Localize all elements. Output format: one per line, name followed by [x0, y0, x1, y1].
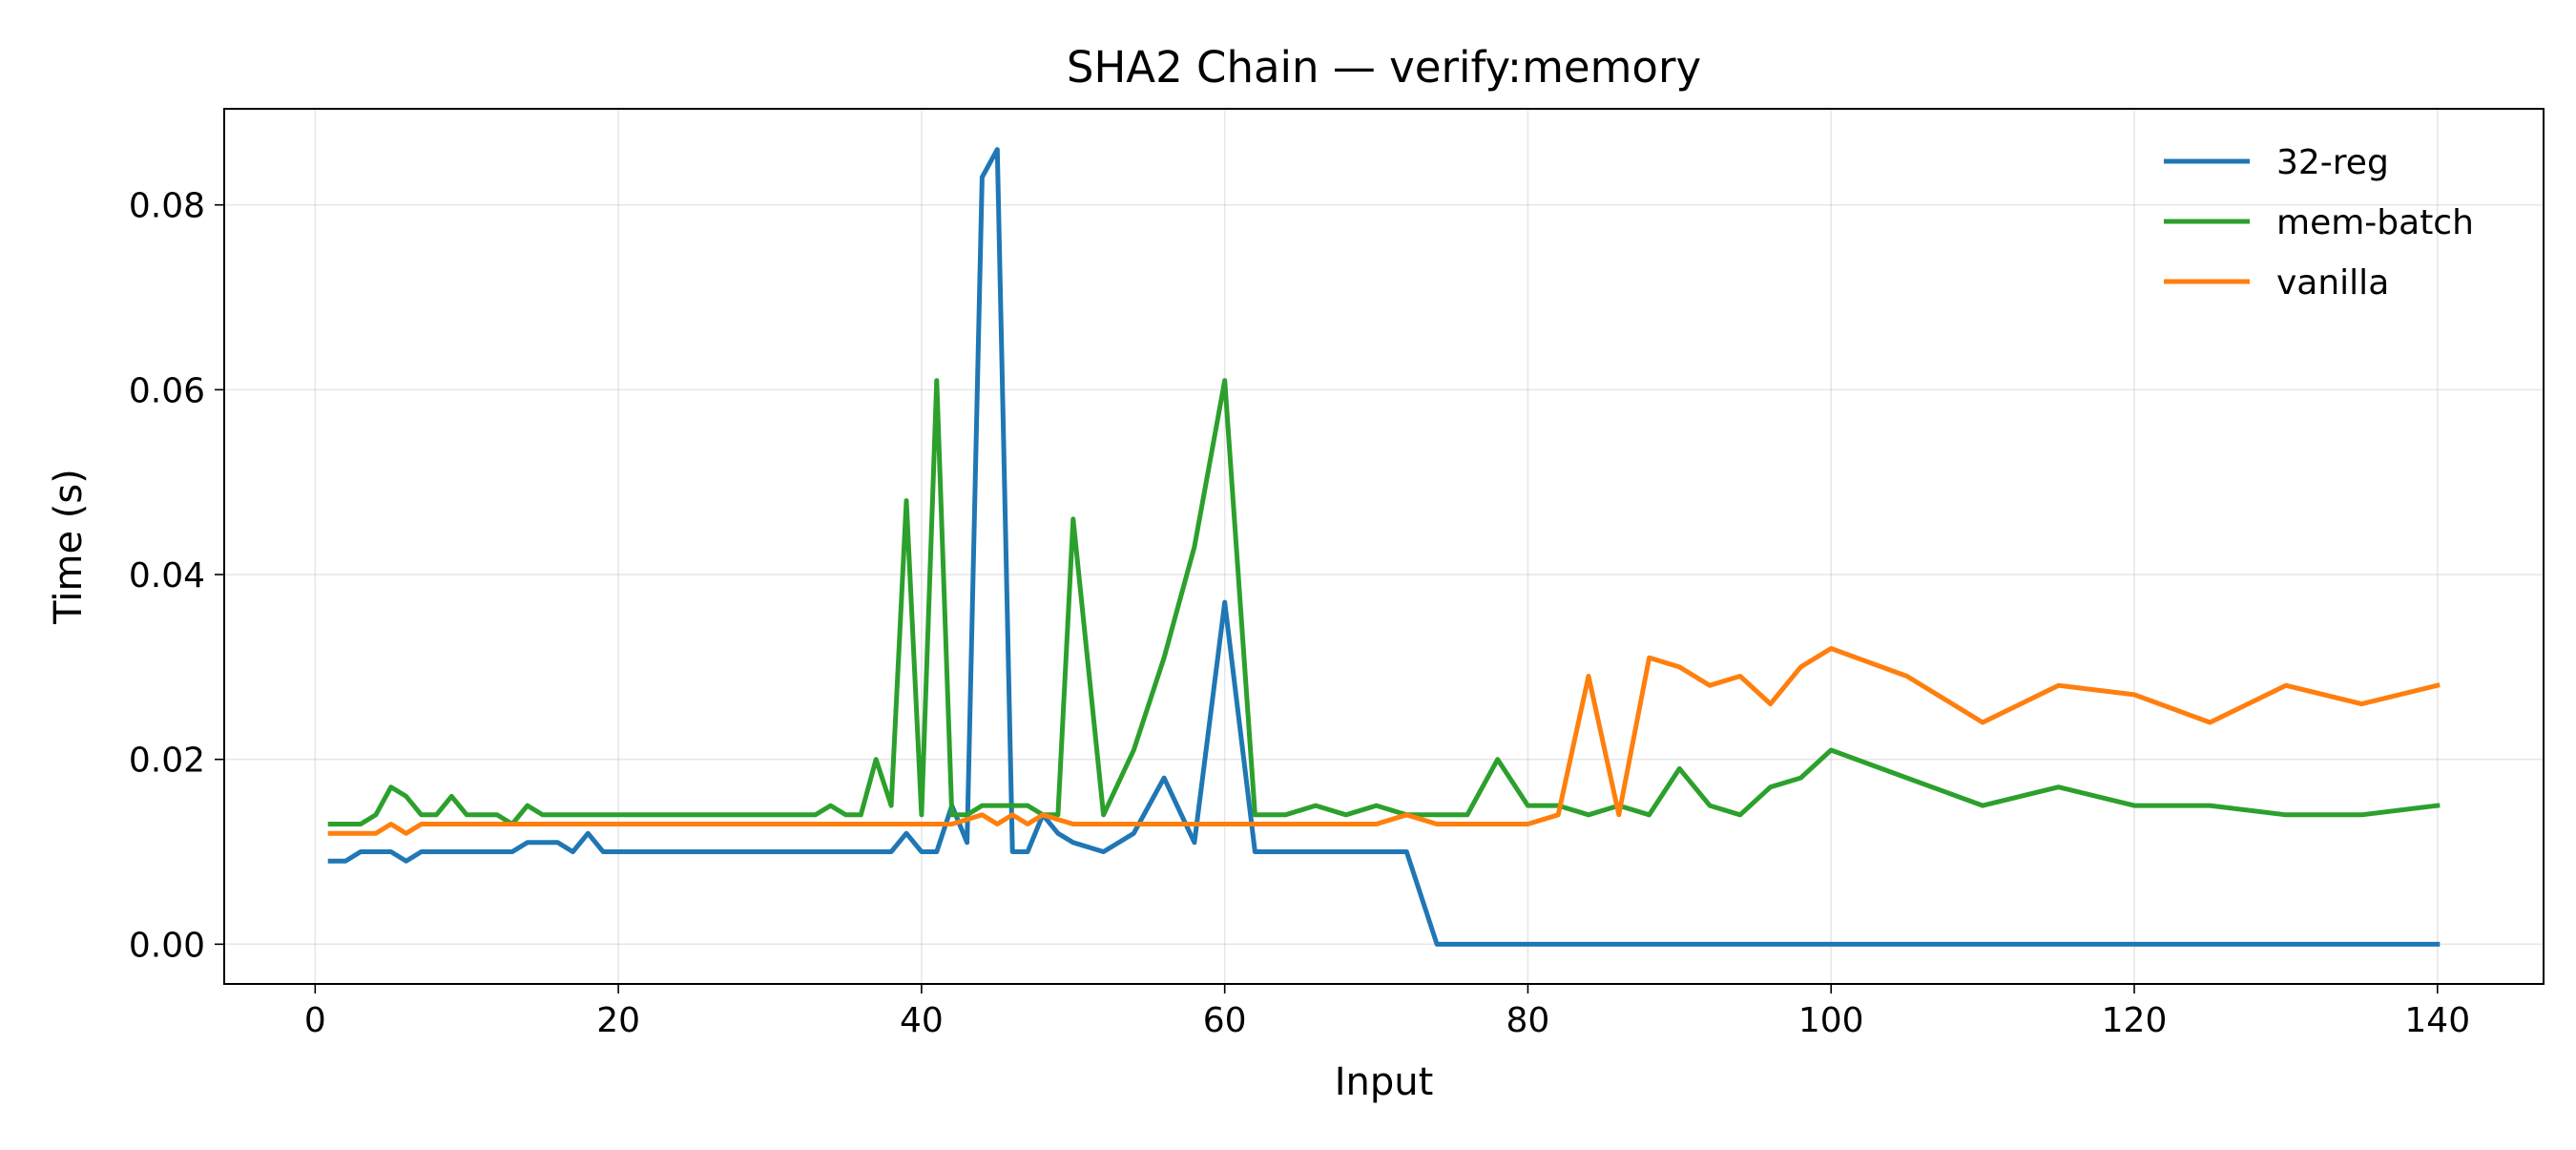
x-tick-label: 100 [1798, 1001, 1864, 1040]
series-lines [327, 147, 2441, 947]
chart-title: SHA2 Chain — verify:memory [1067, 42, 1701, 93]
y-tick-label: 0.02 [129, 742, 205, 781]
legend-label-32-reg: 32-reg [2276, 143, 2389, 182]
x-axis-label: Input [1335, 1060, 1434, 1104]
series-line-32-reg [327, 147, 2441, 947]
x-tick-label: 60 [1203, 1001, 1247, 1040]
x-tick-label: 20 [596, 1001, 640, 1040]
y-tick-label: 0.08 [129, 187, 205, 226]
plot-frame [223, 108, 2545, 985]
legend-label-mem-batch: mem-batch [2276, 203, 2474, 242]
y-tick-label: 0.00 [129, 926, 205, 965]
x-tick-label: 40 [900, 1001, 944, 1040]
x-tick-label: 140 [2404, 1001, 2470, 1040]
y-axis-label: Time (s) [47, 469, 91, 625]
y-tick-label: 0.06 [129, 371, 205, 410]
y-tick-label: 0.04 [129, 556, 205, 596]
x-tick-label: 120 [2102, 1001, 2168, 1040]
legend-label-vanilla: vanilla [2276, 263, 2389, 303]
x-tick-label: 0 [304, 1001, 326, 1040]
legend: 32-reg mem-batch vanilla [2164, 143, 2474, 303]
grid [224, 109, 2544, 984]
x-tick-label: 80 [1506, 1001, 1550, 1040]
x-axis-ticks: 0 20 40 60 80 100 120 140 [304, 984, 2470, 1040]
series-line-vanilla [327, 646, 2441, 836]
y-axis-ticks: 0.00 0.02 0.04 0.06 0.08 [129, 187, 224, 965]
